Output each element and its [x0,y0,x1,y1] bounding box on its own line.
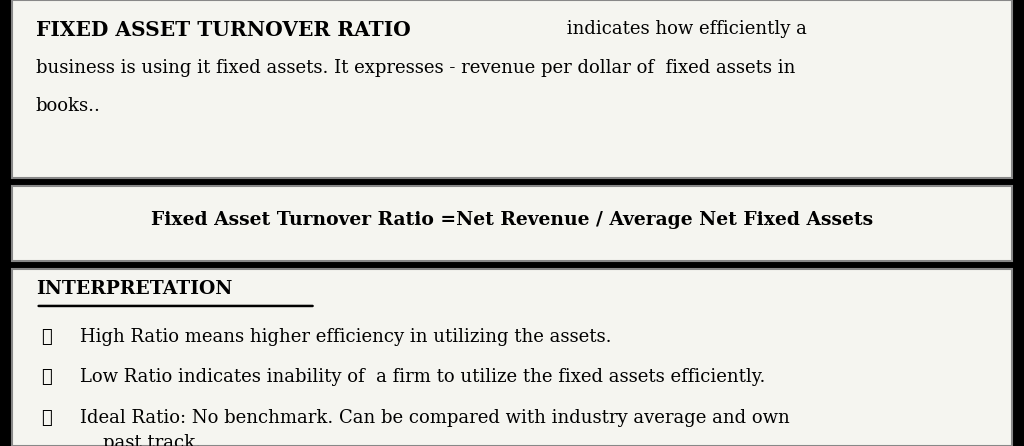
Text: books..: books.. [36,97,100,115]
Text: ✓: ✓ [41,328,51,346]
Text: business is using it fixed assets. It expresses - revenue per dollar of  fixed a: business is using it fixed assets. It ex… [36,59,796,77]
FancyBboxPatch shape [12,0,1012,178]
Text: INTERPRETATION: INTERPRETATION [36,280,232,298]
Text: ✓: ✓ [41,409,51,427]
Text: FIXED ASSET TURNOVER RATIO: FIXED ASSET TURNOVER RATIO [36,20,411,40]
Text: High Ratio means higher efficiency in utilizing the assets.: High Ratio means higher efficiency in ut… [80,328,611,346]
Text: ✓: ✓ [41,368,51,386]
Text: Ideal Ratio: No benchmark. Can be compared with industry average and own
    pas: Ideal Ratio: No benchmark. Can be compar… [80,409,790,446]
Text: Fixed Asset Turnover Ratio =Net Revenue / Average Net Fixed Assets: Fixed Asset Turnover Ratio =Net Revenue … [151,211,873,229]
FancyBboxPatch shape [12,186,1012,261]
Text: indicates how efficiently a: indicates how efficiently a [561,20,807,38]
FancyBboxPatch shape [12,269,1012,446]
Text: Low Ratio indicates inability of  a firm to utilize the fixed assets efficiently: Low Ratio indicates inability of a firm … [80,368,765,386]
